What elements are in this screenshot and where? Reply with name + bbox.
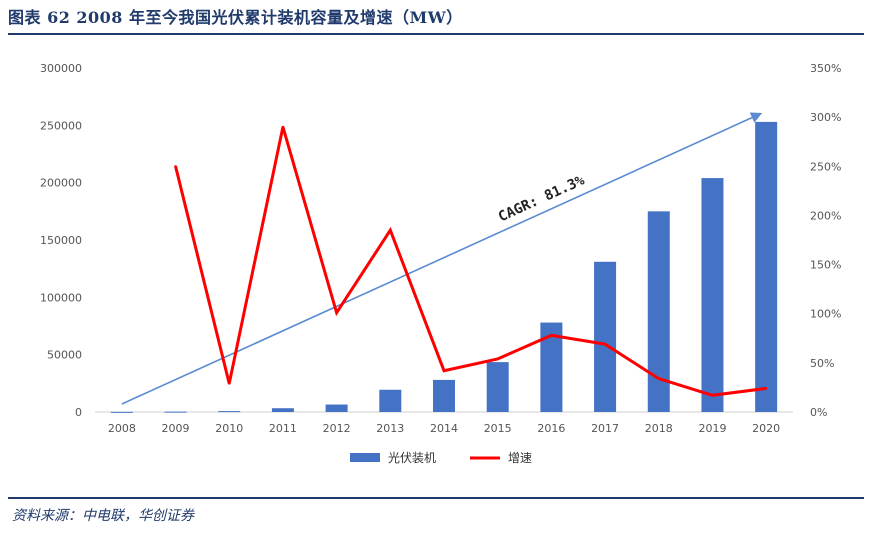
growth-point [389,228,392,232]
bar-series [110,121,778,413]
bar [647,211,670,412]
footer-divider [8,497,864,499]
growth-point [496,357,499,361]
x-tick-label: 2010 [215,422,243,435]
growth-point [764,387,768,390]
axes: 0 50000 100000 150000 200000 250000 300000 0% 50… [40,62,841,435]
x-tick-label: 2012 [323,422,351,435]
growth-point [174,165,177,168]
x-tick-label: 2008 [108,422,136,435]
growth-point [335,311,338,314]
legend-line-label: 增速 [508,451,532,465]
x-tick-label: 2013 [376,422,404,435]
bar [379,389,402,412]
y-left-tick-label: 300000 [40,62,82,75]
growth-point [657,377,660,380]
bar [325,404,348,412]
bar [755,121,778,412]
title-divider [8,33,864,35]
y-left-tick-label: 100000 [40,291,82,304]
y-right-tick-label: 0% [810,406,827,419]
y-right-tick-label: 300% [810,111,841,124]
x-tick-label: 2009 [162,422,190,435]
cagr-arrow [121,112,763,405]
bar [594,261,617,412]
growth-line-series [174,125,768,397]
growth-line [174,126,767,397]
bar [701,178,724,412]
bar [110,411,133,413]
y-right-tick-label: 200% [810,209,841,222]
x-tick-label: 2019 [698,422,726,435]
y-left-tick-label: 250000 [40,119,82,132]
bar [486,362,509,412]
y-right-tick-label: 250% [810,160,841,173]
x-tick-label: 2014 [430,422,458,435]
bar [540,322,563,412]
legend: 光伏装机 增速 [350,451,532,465]
x-tick-label: 2020 [752,422,780,435]
bar [164,411,187,413]
bar [433,379,455,412]
y-left-tick-label: 0 [75,406,82,419]
growth-point [711,394,714,397]
growth-point [603,342,607,346]
growth-point [442,369,446,372]
x-tick-label: 2016 [537,422,565,435]
bar [271,408,294,412]
y-left-tick-label: 200000 [40,177,82,190]
growth-point [550,334,553,337]
y-right-tick-label: 350% [810,62,841,75]
x-tick-label: 2017 [591,422,619,435]
x-tick-label: 2011 [269,422,297,435]
x-tick-label: 2015 [484,422,512,435]
legend-bar-swatch [350,453,380,462]
legend-bar-label: 光伏装机 [388,451,436,465]
y-right-tick-label: 150% [810,259,841,272]
source-note: 资料来源：中电联，华创证券 [12,508,194,524]
chart-title: 图表 62 2008 年至今我国光伏累计装机容量及增速（MW） [8,8,463,27]
x-tick-label: 2018 [645,422,673,435]
y-left-tick-label: 50000 [47,349,82,362]
y-left-tick-label: 150000 [40,234,82,247]
growth-point [281,125,285,129]
bar [218,411,241,413]
growth-point [228,382,231,385]
y-right-tick-label: 100% [810,308,841,321]
y-right-tick-label: 50% [810,357,834,370]
